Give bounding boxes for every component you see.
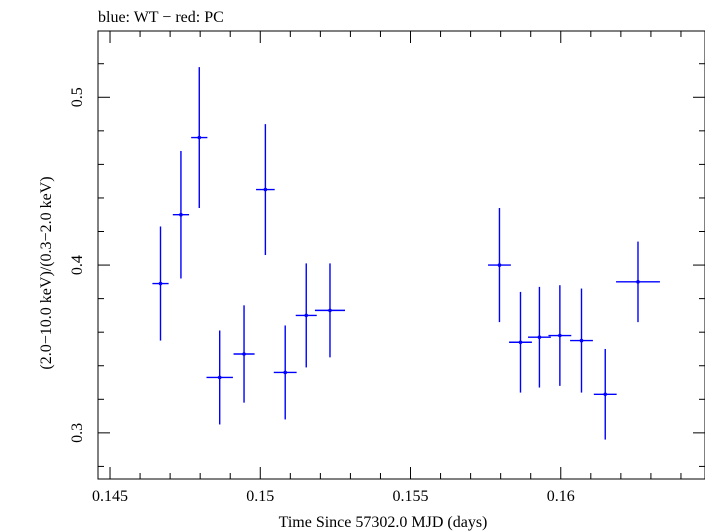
point-marker	[304, 313, 309, 318]
data-point	[256, 124, 275, 255]
point-marker	[558, 333, 562, 338]
point-marker	[636, 280, 640, 284]
point-marker	[497, 263, 502, 267]
y-tick-label: 0.5	[69, 87, 86, 107]
x-tick-label: 0.155	[393, 488, 429, 505]
point-marker	[197, 135, 202, 140]
data-point	[295, 263, 317, 368]
data-point	[314, 263, 346, 358]
data-point	[273, 325, 297, 420]
x-axis-label: Time Since 57302.0 MJD (days)	[279, 514, 488, 531]
data-point	[488, 208, 511, 323]
point-marker	[537, 335, 542, 340]
data-point	[233, 305, 255, 403]
point-marker	[603, 392, 608, 397]
x-tick-label: 0.145	[92, 488, 128, 505]
data-series	[152, 67, 660, 440]
point-marker	[242, 352, 246, 356]
x-tick-label: 0.16	[547, 488, 575, 505]
point-marker	[158, 281, 163, 286]
y-axis-ticks: 0.3 0.4 0.5	[69, 63, 705, 467]
data-point	[616, 241, 660, 323]
data-point	[548, 285, 572, 386]
point-marker	[283, 370, 288, 375]
data-point	[593, 348, 617, 440]
data-point	[172, 150, 190, 279]
data-point	[528, 286, 551, 388]
data-point	[206, 330, 233, 425]
y-axis-label: (2.0−10.0 keV)/(0.3−2.0 keV)	[38, 176, 55, 369]
y-tick-label: 0.3	[69, 423, 86, 443]
point-marker	[328, 308, 332, 313]
plot-frame	[97, 30, 705, 480]
y-tick-label: 0.4	[69, 255, 86, 275]
x-axis-ticks: 0.145 0.15 0.155 0.16	[92, 31, 682, 505]
point-marker	[263, 187, 268, 192]
data-point	[191, 67, 208, 209]
chart-title: blue: WT − red: PC	[98, 9, 224, 26]
point-marker	[518, 340, 523, 345]
x-tick-label: 0.15	[246, 488, 274, 505]
point-marker	[217, 375, 222, 380]
data-point	[509, 291, 532, 393]
point-marker	[579, 338, 584, 343]
data-point	[152, 226, 169, 341]
data-point	[570, 288, 593, 393]
point-marker	[179, 212, 183, 217]
